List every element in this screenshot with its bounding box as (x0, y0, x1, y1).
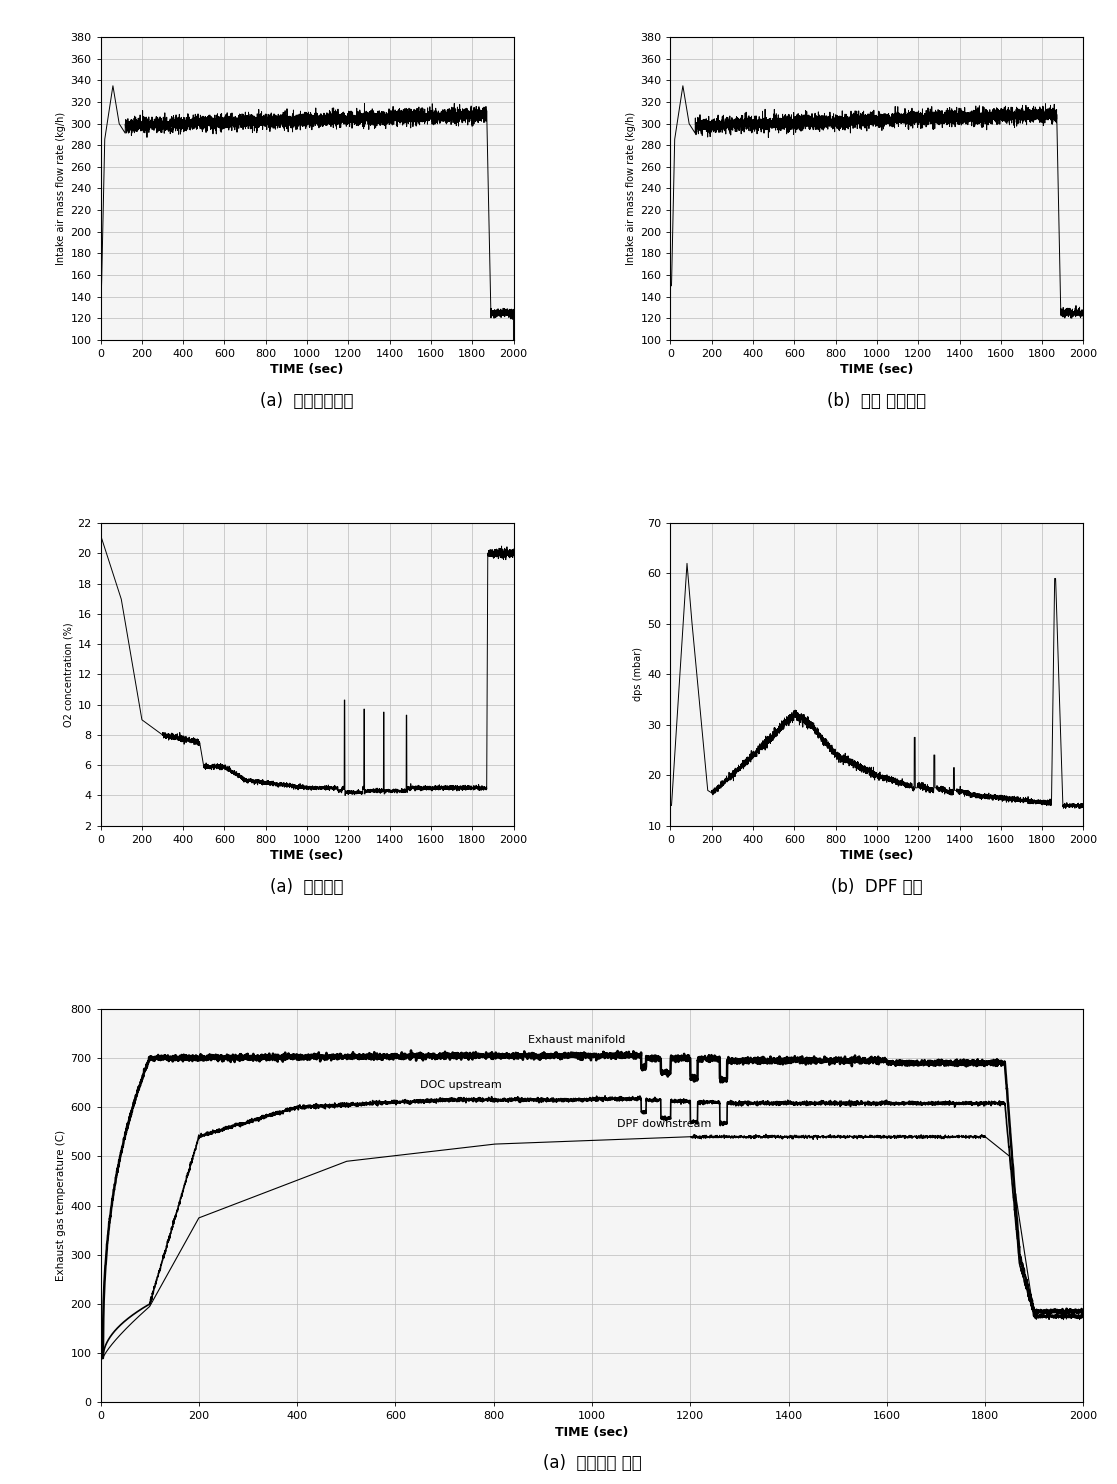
Text: DOC upstream: DOC upstream (420, 1079, 502, 1089)
Text: Exhaust manifold: Exhaust manifold (528, 1036, 626, 1045)
Text: (a)  배출가스 온도: (a) 배출가스 온도 (543, 1454, 641, 1472)
Y-axis label: Exhaust gas temperature (C): Exhaust gas temperature (C) (56, 1129, 66, 1281)
Y-axis label: dps (mbar): dps (mbar) (633, 647, 643, 702)
Text: (a)  산소농도: (a) 산소농도 (270, 877, 344, 896)
X-axis label: TIME (sec): TIME (sec) (555, 1426, 629, 1438)
X-axis label: TIME (sec): TIME (sec) (270, 849, 344, 862)
Text: DPF downstream: DPF downstream (617, 1119, 710, 1129)
Y-axis label: Intake air mass flow rate (kg/h): Intake air mass flow rate (kg/h) (626, 111, 636, 266)
Text: (a)  흡입공기유량: (a) 흡입공기유량 (260, 392, 354, 410)
X-axis label: TIME (sec): TIME (sec) (840, 364, 914, 375)
Text: (b)  연료 공급유량: (b) 연료 공급유량 (828, 392, 926, 410)
Text: (b)  DPF 차압: (b) DPF 차압 (831, 877, 923, 896)
X-axis label: TIME (sec): TIME (sec) (270, 364, 344, 375)
X-axis label: TIME (sec): TIME (sec) (840, 849, 914, 862)
Y-axis label: O2 concentration (%): O2 concentration (%) (63, 622, 73, 727)
Y-axis label: Intake air mass flow rate (kg/h): Intake air mass flow rate (kg/h) (56, 111, 66, 266)
